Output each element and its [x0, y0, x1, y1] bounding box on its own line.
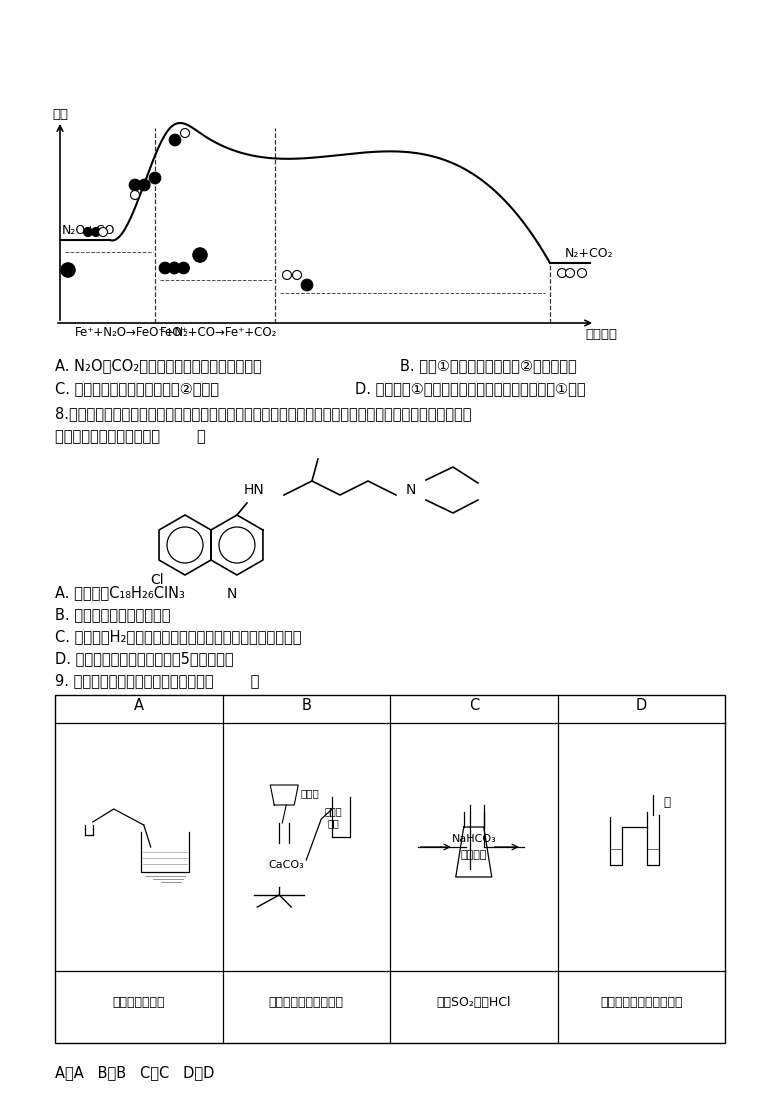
Circle shape [178, 263, 190, 274]
Circle shape [129, 179, 141, 191]
Text: 水: 水 [663, 795, 670, 808]
Text: 少量氨气的尾气吸收装置: 少量氨气的尾气吸收装置 [600, 996, 682, 1008]
Circle shape [558, 268, 566, 278]
Text: B: B [301, 697, 311, 713]
Bar [55, 695, 725, 1043]
Text: B. 反应①是氧化反应，反应②是还原反应: B. 反应①是氧化反应，反应②是还原反应 [400, 358, 576, 373]
Circle shape [566, 268, 575, 278]
Circle shape [168, 263, 180, 274]
Text: 除去SO₂中的HCl: 除去SO₂中的HCl [437, 996, 511, 1008]
Circle shape [169, 135, 181, 146]
Text: N₂O+CO: N₂O+CO [62, 224, 115, 237]
Text: 检查装置气密性: 检查装置气密性 [112, 996, 165, 1008]
Circle shape [262, 843, 307, 887]
Text: A．A   B．B   C．C   D．D: A．A B．B C．C D．D [55, 1065, 214, 1080]
Text: N₂+CO₂: N₂+CO₂ [565, 247, 614, 260]
Text: D: D [636, 697, 647, 713]
Text: 证明碳酸酸性强于苯酚: 证明碳酸酸性强于苯酚 [269, 996, 344, 1008]
Text: C. 与足量的H₂发生加成反应后，分子中的手性碳原子数增多: C. 与足量的H₂发生加成反应后，分子中的手性碳原子数增多 [55, 629, 302, 644]
Circle shape [159, 263, 171, 274]
Text: A. 分子式为C₁₈H₂₆ClN₃: A. 分子式为C₁₈H₂₆ClN₃ [55, 585, 185, 600]
Text: 所示，下列描述错误的是（        ）: 所示，下列描述错误的是（ ） [55, 429, 206, 445]
Circle shape [130, 191, 140, 200]
Circle shape [282, 270, 292, 279]
Circle shape [301, 279, 313, 291]
Text: HN: HN [244, 483, 264, 497]
Circle shape [577, 268, 587, 278]
Text: CaCO₃: CaCO₃ [268, 860, 304, 870]
Text: 苯酚钠
溶液: 苯酚钠 溶液 [324, 806, 342, 827]
Text: 反应历程: 反应历程 [585, 328, 617, 341]
Text: D. 该分子苯环上的一渴代物有5种不同结构: D. 该分子苯环上的一渴代物有5种不同结构 [55, 651, 234, 666]
Circle shape [149, 172, 161, 184]
Text: 9. 下列实验装置能达到实验目的的是（        ）: 9. 下列实验装置能达到实验目的的是（ ） [55, 673, 260, 688]
Circle shape [193, 248, 207, 263]
Text: Cl: Cl [151, 572, 164, 587]
Text: N: N [227, 587, 237, 601]
Circle shape [292, 270, 302, 279]
Text: FeO⁺+CO→Fe⁺+CO₂: FeO⁺+CO→Fe⁺+CO₂ [160, 326, 278, 339]
Text: 饱和溶液: 饱和溶液 [460, 850, 487, 860]
Text: C. 总反应速率主要取决于反应②的快慢: C. 总反应速率主要取决于反应②的快慢 [55, 381, 219, 396]
FancyBboxPatch shape [461, 805, 487, 812]
Text: 浓盐酸: 浓盐酸 [300, 788, 319, 797]
Text: D. 因为反应①慢，所以总反应的焚变主要由反应①决定: D. 因为反应①慢，所以总反应的焚变主要由反应①决定 [355, 381, 586, 396]
Text: B. 该分子含官能团不止一种: B. 该分子含官能团不止一种 [55, 607, 171, 622]
Circle shape [83, 227, 93, 236]
Circle shape [91, 227, 101, 236]
Circle shape [98, 227, 108, 236]
Text: A. N₂O与CO₂互为等电子体，均为直线型分子: A. N₂O与CO₂互为等电子体，均为直线型分子 [55, 358, 262, 373]
Circle shape [61, 263, 75, 277]
Text: C: C [469, 697, 479, 713]
Text: 能量: 能量 [52, 108, 68, 121]
Circle shape [180, 129, 190, 138]
FancyBboxPatch shape [83, 820, 94, 825]
Circle shape [72, 835, 106, 869]
Circle shape [139, 179, 150, 191]
Text: A: A [133, 697, 144, 713]
Text: 8.《新型冠状病毒肺炎诊疗方案（试行第七版）》中指出，氯咙类药物可用于治疗新冠肺炎．氯咙结构如图: 8.《新型冠状病毒肺炎诊疗方案（试行第七版）》中指出，氯咙类药物可用于治疗新冠肺… [55, 406, 471, 421]
Text: N: N [406, 483, 417, 497]
Text: Fe⁺+N₂O→FeO⁺+N₂: Fe⁺+N₂O→FeO⁺+N₂ [75, 326, 189, 339]
Text: NaHCO₃: NaHCO₃ [452, 834, 496, 844]
